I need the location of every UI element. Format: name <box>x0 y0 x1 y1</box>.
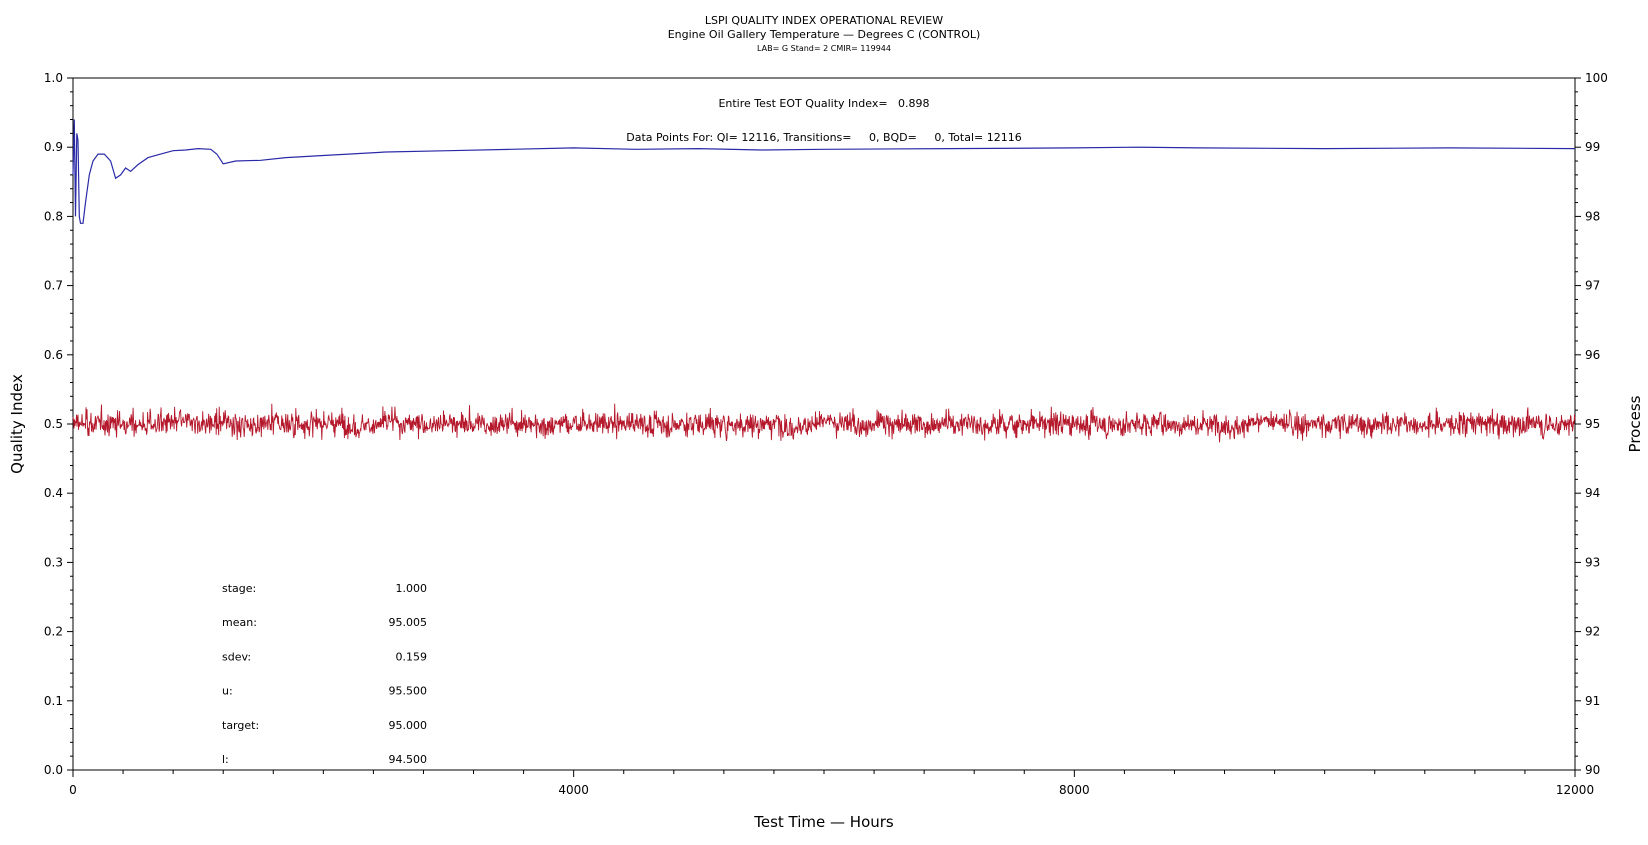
y2-tick-label: 99 <box>1585 140 1600 154</box>
y-tick-label: 0.5 <box>44 417 63 431</box>
x-tick-label: 12000 <box>1556 783 1594 797</box>
y-axis-label: Quality Index <box>8 374 26 474</box>
y-tick-label: 0.6 <box>44 348 63 362</box>
y-tick-label: 0.9 <box>44 140 63 154</box>
x-axis: 0 4000 8000 12000 <box>69 770 1594 797</box>
stat-value: 0.159 <box>396 650 428 663</box>
stat-label: stage: <box>222 582 256 595</box>
y2-tick-label: 92 <box>1585 625 1600 639</box>
y-tick-label: 0.4 <box>44 486 63 500</box>
y-tick-label: 0.8 <box>44 209 63 223</box>
stat-value: 95.000 <box>389 719 428 732</box>
y2-tick-label: 93 <box>1585 555 1600 569</box>
y2-tick-label: 94 <box>1585 486 1600 500</box>
quality-index-summary: Entire Test EOT Quality Index= 0.898 <box>718 97 929 110</box>
stat-value: 94.500 <box>389 753 428 766</box>
stat-label: mean: <box>222 616 257 629</box>
y-tick-label: 0.1 <box>44 694 63 708</box>
stat-value: 95.005 <box>389 616 428 629</box>
x-tick-label: 8000 <box>1059 783 1090 797</box>
chart-subtitle-lab: LAB= G Stand= 2 CMIR= 119944 <box>757 44 891 53</box>
y2-tick-label: 95 <box>1585 417 1600 431</box>
y-tick-label: 0.2 <box>44 625 63 639</box>
y-tick-label: 1.0 <box>44 71 63 85</box>
y2-tick-label: 97 <box>1585 279 1600 293</box>
chart-title: LSPI QUALITY INDEX OPERATIONAL REVIEW <box>705 14 943 27</box>
y2-tick-label: 100 <box>1585 71 1608 85</box>
stat-label: sdev: <box>222 650 251 663</box>
y2-tick-label: 90 <box>1585 763 1600 777</box>
y2-axis-label: Process <box>1626 395 1644 452</box>
x-tick-label: 4000 <box>558 783 589 797</box>
stat-value: 1.000 <box>396 582 428 595</box>
process-line <box>72 403 1576 443</box>
y-axis-left: 0.0 0.1 0.2 0.3 0.4 0.5 0.6 0.7 0.8 0.9 1.0 <box>44 71 73 777</box>
y-tick-label: 0.3 <box>44 555 63 569</box>
y2-tick-label: 96 <box>1585 348 1600 362</box>
data-points-summary: Data Points For: QI= 12116, Transitions=… <box>626 131 1021 144</box>
chart-subtitle: Engine Oil Gallery Temperature — Degrees… <box>668 28 981 41</box>
quality-index-line <box>72 119 1576 224</box>
y2-tick-label: 91 <box>1585 694 1600 708</box>
process-series <box>72 403 1576 443</box>
y2-tick-label: 98 <box>1585 209 1600 223</box>
quality-index-series <box>72 119 1576 224</box>
stat-label: u: <box>222 685 233 698</box>
stat-label: target: <box>222 719 259 732</box>
x-tick-label: 0 <box>69 783 77 797</box>
stat-label: l: <box>222 753 229 766</box>
x-axis-label: Test Time — Hours <box>753 813 894 831</box>
y-axis-right: 90 91 92 93 94 95 96 97 98 99 100 <box>1575 71 1608 777</box>
y-tick-label: 0.0 <box>44 763 63 777</box>
stats-table: stage: 1.000 mean: 95.005 sdev: 0.159 u: 95.500… <box>222 582 427 766</box>
y-tick-label: 0.7 <box>44 279 63 293</box>
stat-value: 95.500 <box>389 685 428 698</box>
